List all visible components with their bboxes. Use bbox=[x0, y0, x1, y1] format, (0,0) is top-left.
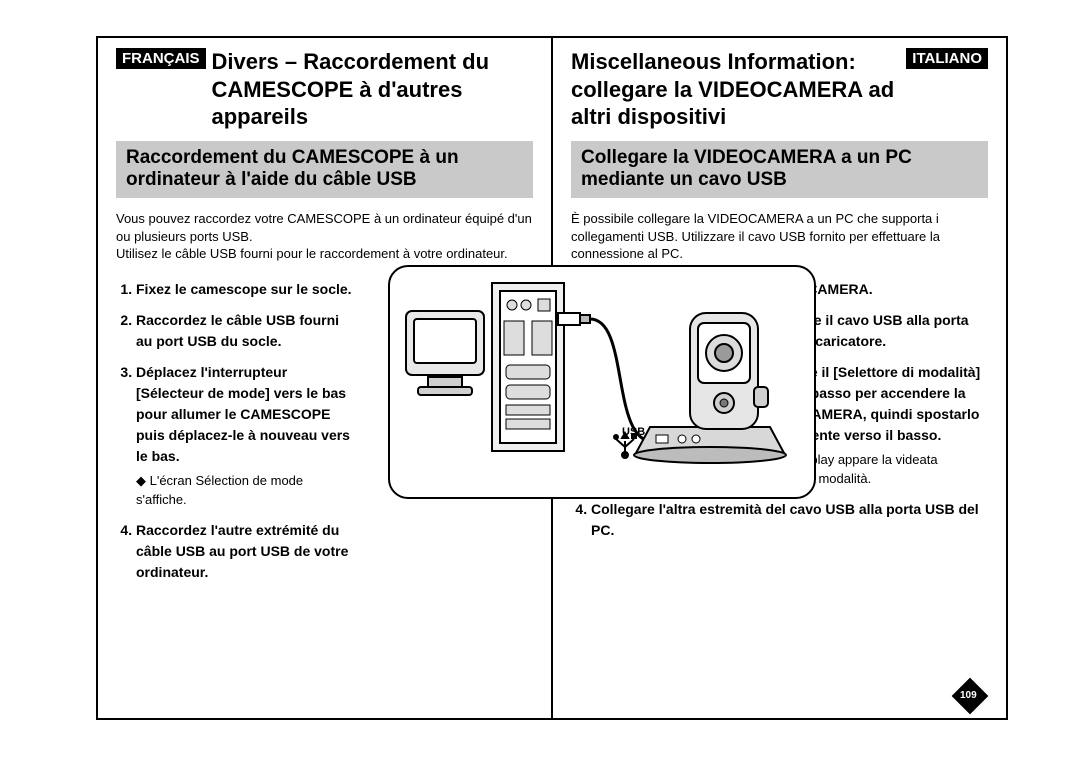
step-text: Collegare l'altra estremità del cavo USB… bbox=[591, 501, 979, 538]
step-sub-item: L'écran Sélection de mode s'affiche. bbox=[136, 471, 357, 510]
connection-illustration: USB bbox=[388, 265, 816, 499]
left-steps-item: Raccordez l'autre extrémité du câble USB… bbox=[136, 520, 357, 583]
step-sub: L'écran Sélection de mode s'affiche. bbox=[136, 471, 357, 510]
left-steps: Fixez le camescope sur le socle. Raccorde… bbox=[136, 279, 357, 583]
left-steps-item: Raccordez le câble USB fourni au port US… bbox=[136, 310, 357, 352]
left-subtitle: Raccordement du CAMESCOPE à un ordinateu… bbox=[116, 141, 533, 199]
step-text: Fixez le camescope sur le socle. bbox=[136, 281, 352, 297]
step-text: Raccordez l'autre extrémité du câble USB… bbox=[136, 522, 348, 580]
left-title-row: FRANÇAIS Divers – Raccordement du CAMESC… bbox=[116, 48, 533, 131]
step-text: Raccordez le câble USB fourni au port US… bbox=[136, 312, 339, 349]
lang-badge-it: ITALIANO bbox=[906, 48, 988, 69]
right-title-row: Miscellaneous Information: collegare la … bbox=[571, 48, 988, 131]
page-number: 109 bbox=[956, 684, 984, 708]
right-intro: È possibile collegare la VIDEOCAMERA a u… bbox=[571, 210, 988, 263]
step-text: Déplacez l'interrupteur [Sélecteur de mo… bbox=[136, 364, 350, 464]
right-subtitle: Collegare la VIDEOCAMERA a un PC mediant… bbox=[571, 141, 988, 199]
left-steps-item: Fixez le camescope sur le socle. bbox=[136, 279, 357, 300]
left-intro: Vous pouvez raccordez votre CAMESCOPE à … bbox=[116, 210, 533, 263]
manual-page: FRANÇAIS Divers – Raccordement du CAMESC… bbox=[96, 36, 1008, 720]
right-title: Miscellaneous Information: collegare la … bbox=[571, 48, 896, 131]
connection-svg: USB bbox=[400, 277, 804, 487]
lang-badge-fr: FRANÇAIS bbox=[116, 48, 206, 69]
left-steps-item: Déplacez l'interrupteur [Sélecteur de mo… bbox=[136, 362, 357, 510]
page-number-text: 109 bbox=[960, 690, 977, 701]
left-title: Divers – Raccordement du CAMESCOPE à d'a… bbox=[212, 48, 534, 131]
right-steps-item: Collegare l'altra estremità del cavo USB… bbox=[591, 499, 988, 541]
